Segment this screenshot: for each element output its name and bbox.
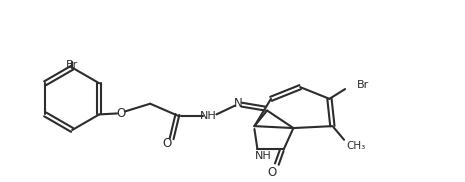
Text: NH: NH xyxy=(200,111,217,121)
Text: Br: Br xyxy=(66,60,78,70)
Text: O: O xyxy=(162,137,171,150)
Text: Br: Br xyxy=(357,80,369,90)
Text: O: O xyxy=(116,107,126,120)
Text: N: N xyxy=(233,97,242,110)
Text: O: O xyxy=(267,166,277,179)
Text: CH₃: CH₃ xyxy=(346,141,365,151)
Text: NH: NH xyxy=(254,151,271,161)
